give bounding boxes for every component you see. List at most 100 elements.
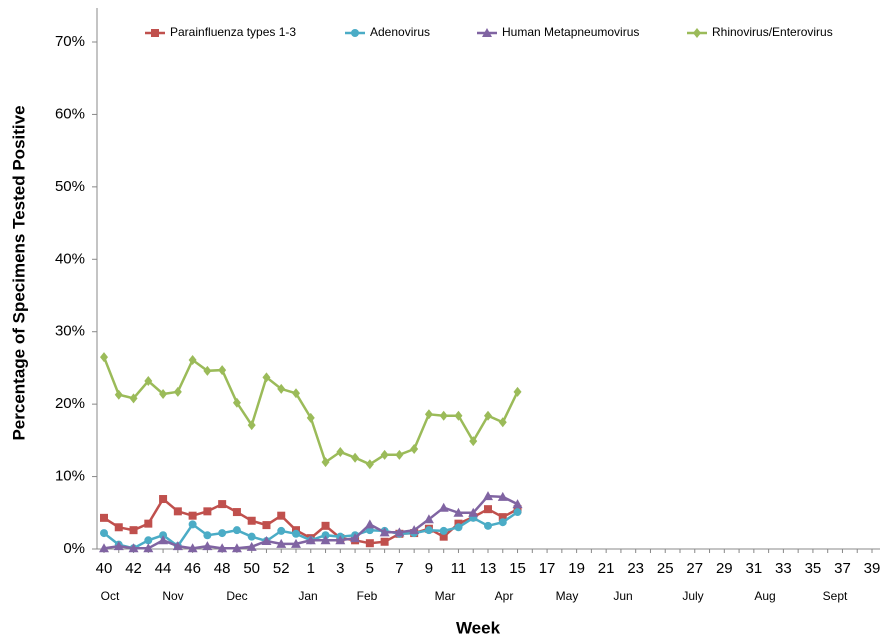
marker [320,535,331,545]
marker [203,507,212,516]
marker [246,541,257,551]
marker [513,508,522,517]
marker [351,452,360,463]
marker [483,491,493,501]
marker [336,446,345,457]
marker [188,520,197,529]
marker [247,420,256,431]
month-label: Jun [613,589,632,603]
marker [144,536,153,545]
marker [262,372,271,383]
marker [321,521,330,530]
x-tick-label: 33 [775,560,792,577]
legend-label: Rhinovirus/Enterovirus [712,25,833,39]
y-tick-label: 50% [55,178,85,195]
marker [364,519,375,529]
x-tick-label: 23 [627,560,644,577]
marker [232,526,241,535]
marker [114,523,123,532]
marker [188,354,197,365]
month-label: Aug [754,589,775,603]
marker [469,436,478,447]
marker [114,389,123,400]
marker [305,535,316,545]
marker [262,521,271,530]
marker [394,527,405,537]
marker [159,531,168,540]
marker [247,532,256,541]
x-tick-label: 27 [686,560,703,577]
marker [498,518,507,527]
x-tick-label: 50 [243,560,260,577]
marker [261,536,272,546]
x-tick-label: 40 [96,560,113,577]
marker [395,449,404,460]
marker [512,499,523,509]
marker [100,529,108,538]
x-tick-label: 25 [657,560,674,577]
marker [321,531,330,540]
y-tick-label: 20% [55,395,85,412]
legend-marker [482,28,492,37]
marker [144,519,153,528]
marker [484,410,492,421]
legend-marker [151,29,159,37]
x-tick-label: 29 [716,560,733,577]
series-line [102,356,519,466]
x-tick-label: 37 [834,560,851,577]
marker [410,444,419,455]
x-tick-label: 44 [155,560,172,577]
marker [247,516,256,525]
y-tick-label: 40% [55,250,85,267]
marker [292,388,300,399]
marker [144,375,153,386]
month-label: Dec [226,589,247,603]
marker [217,543,228,553]
x-tick-label: 52 [273,560,290,577]
marker [188,511,197,520]
marker [128,543,139,553]
legend-label: Human Metapneumovirus [502,25,639,39]
x-tick-label: 39 [864,560,881,577]
marker [218,500,227,509]
marker [173,386,182,397]
marker [321,457,330,468]
x-tick-label: 48 [214,560,231,577]
x-tick-label: 42 [125,560,142,577]
marker [129,393,138,404]
marker [365,539,374,548]
x-tick-label: 21 [598,560,615,577]
marker [454,410,463,421]
marker [424,526,433,535]
marker [100,352,108,363]
x-tick-label: 1 [307,560,315,577]
marker [468,507,479,517]
marker [232,397,241,408]
marker [159,495,168,504]
marker [292,529,300,538]
marker [484,521,492,530]
marker [203,531,212,540]
marker [187,543,198,553]
marker [202,541,213,551]
y-axis-title: Percentage of Specimens Tested Positive [9,105,28,440]
marker [232,508,241,517]
marker [99,543,109,553]
y-tick-label: 0% [63,540,85,557]
marker [350,533,361,543]
marker [453,507,464,517]
marker [335,535,346,545]
marker [439,410,448,421]
x-tick-label: 7 [395,560,403,577]
marker [498,417,507,428]
legend-label: Adenovirus [370,25,430,39]
marker [231,543,242,553]
marker [218,529,227,538]
month-label: Nov [162,589,183,603]
legend-marker [351,29,359,37]
marker [438,502,449,512]
marker [439,532,448,541]
marker [277,511,286,520]
legend-label: Parainfluenza types 1-3 [170,25,296,39]
